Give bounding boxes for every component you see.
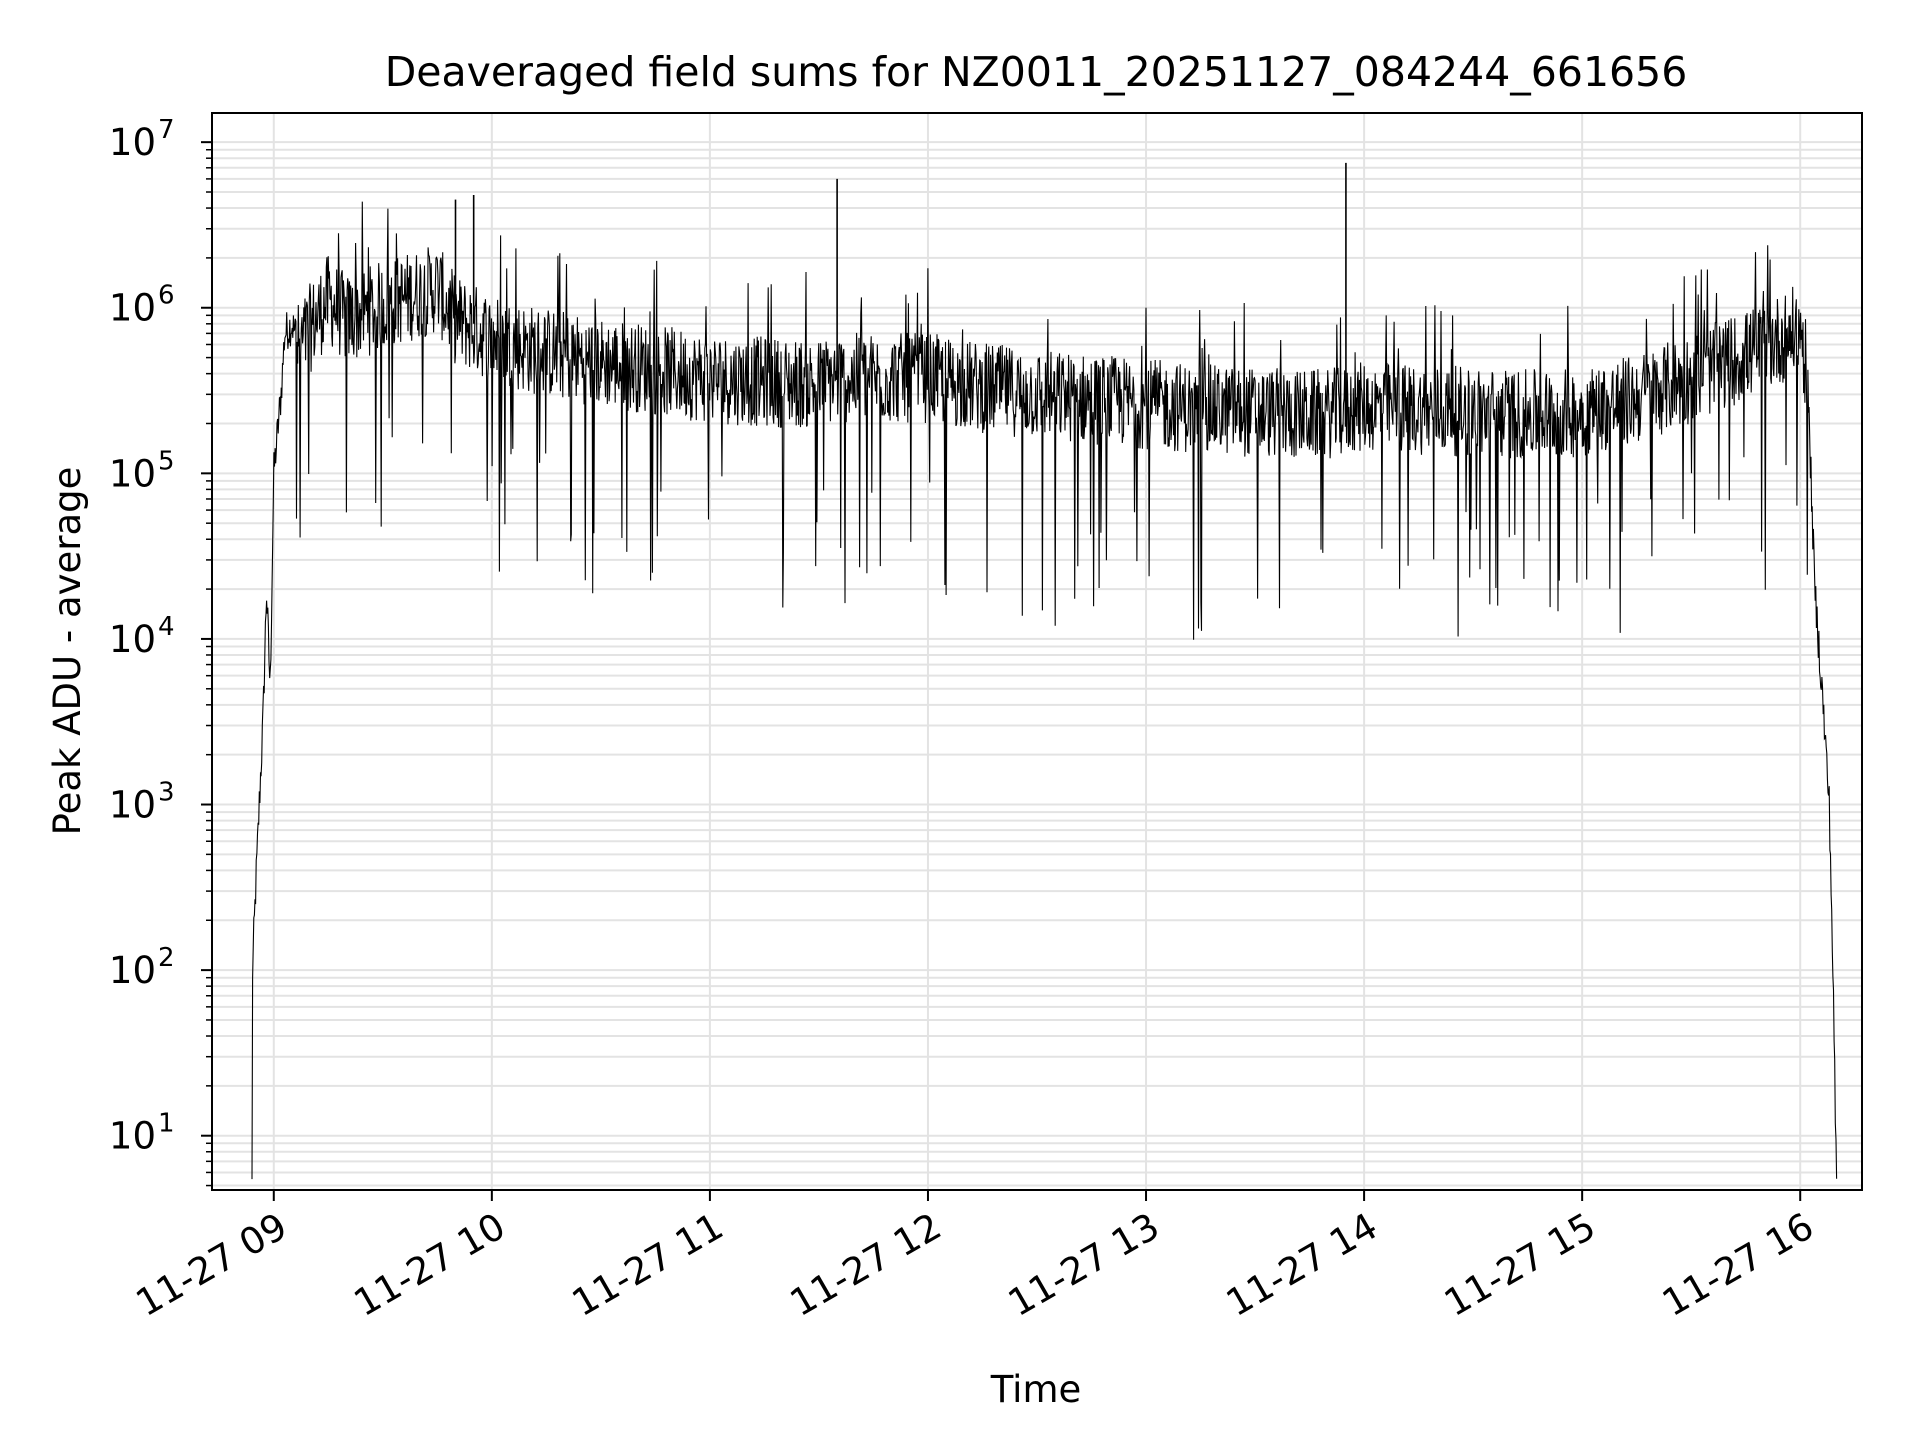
y-tick-exponent: 3: [158, 778, 175, 808]
plot-frame: [211, 112, 1863, 1191]
y-tick-exponent: 7: [158, 115, 175, 145]
y-axis-label: Peak ADU - average: [46, 467, 89, 836]
y-tick-exponent: 5: [158, 446, 175, 476]
y-tick-exponent: 4: [158, 612, 175, 642]
chart-title: Deaveraged field sums for NZ0011_2025112…: [385, 48, 1688, 96]
y-tick-label: 10: [109, 618, 156, 661]
y-tick-exponent: 2: [158, 943, 175, 973]
data-series-line: [251, 201, 1838, 1180]
y-tick-label: 10: [109, 121, 156, 164]
data-spikes: [454, 162, 1347, 408]
y-tick-label: 10: [109, 452, 156, 495]
x-axis-label: Time: [990, 1368, 1082, 1411]
y-tick-label: 10: [109, 287, 156, 330]
y-tick-exponent: 6: [158, 281, 175, 311]
y-tick-exponent: 1: [158, 1109, 175, 1139]
y-tick-label: 10: [109, 784, 156, 827]
y-tick-label: 10: [109, 949, 156, 992]
y-tick-label: 10: [109, 1115, 156, 1158]
